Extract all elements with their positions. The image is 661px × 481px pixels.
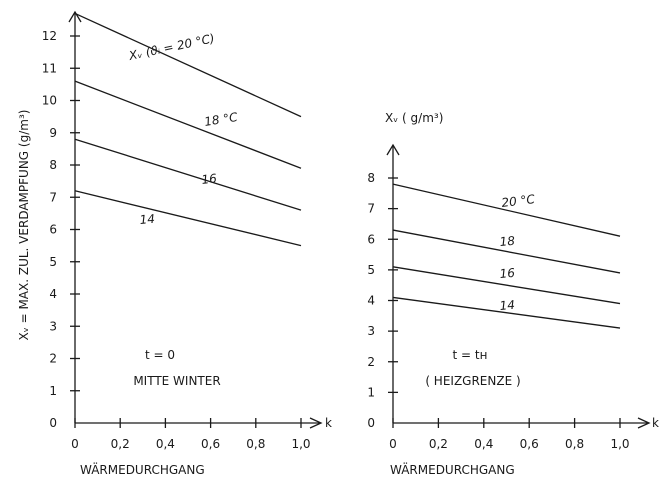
x-axis-symbol-left: k [325,416,332,430]
series-label: 16 [499,266,516,281]
y-tick-label: 1 [49,384,57,398]
series-line [392,229,621,274]
x-tick-label: 0,8 [246,437,265,451]
x-axis-title-left: WÄRMEDURCHGANG [80,462,205,477]
x-tick-label: 0,4 [156,437,175,451]
series-label: 18 °C [203,110,239,129]
y-axis-title-right: Xᵥ ( g/m³) [385,111,443,125]
y-axis-title-left: Xᵥ = MAX. ZUL. VERDAMPFUNG (g/m³) [17,110,31,341]
series-line [392,183,621,237]
y-tick-label: 9 [49,126,57,140]
x-axis-arrow-right [637,417,651,429]
x-tick-label: 1,0 [291,437,310,451]
x-tick-label: 0,2 [429,437,448,451]
y-axis-arrow-right [386,143,400,156]
x-tick-label: 0,6 [520,437,539,451]
x-axis-title-right: WÄRMEDURCHGANG [390,462,515,477]
annotation-t0: t = 0 [145,348,175,362]
x-tick-label: 0,2 [111,437,130,451]
x-tick-label: 0,4 [474,437,493,451]
y-tick-label: 8 [367,171,375,185]
series-label: 14 [499,298,515,313]
y-tick-label: 8 [49,158,57,172]
x-tick-label: 0,6 [201,437,220,451]
series-line [392,266,621,305]
series-label: 18 [499,234,516,249]
series-line [74,80,302,169]
annotation-heizgrenze: ( HEIZGRENZE ) [425,374,520,388]
annotation-mitte-winter: MITTE WINTER [133,374,220,388]
y-tick-label: 6 [367,232,375,246]
y-axis-arrow-left [68,10,82,23]
x-tick-label: 1,0 [610,437,629,451]
y-tick-label: 5 [367,263,375,277]
y-tick-label: 3 [49,319,57,333]
series-label: 14 [139,212,155,227]
y-tick-label: 2 [367,355,375,369]
y-tick-label: 4 [49,287,57,301]
series-line [74,12,302,118]
series-label: 20 °C [501,192,537,210]
series-line [74,190,302,247]
y-tick-label: 1 [367,385,375,399]
x-axis-arrow-left [309,417,323,429]
y-tick-label: 11 [42,61,57,75]
y-tick-label: 5 [49,255,57,269]
y-tick-label: 3 [367,324,375,338]
y-tick-label: 0 [49,416,57,430]
x-tick-label: 0 [71,437,79,451]
y-tick-label: 10 [42,94,57,108]
series-line [74,138,302,211]
series-label: Xᵥ (ϑᵢ = 20 °C) [127,31,216,63]
chart-mitte-winter: k Xᵥ = MAX. ZUL. VERDAMPFUNG (g/m³) WÄRM… [17,10,332,477]
y-tick-label: 2 [49,352,57,366]
x-tick-label: 0,8 [565,437,584,451]
y-tick-label: 7 [367,202,375,216]
y-tick-label: 4 [367,294,375,308]
y-tick-label: 12 [42,29,57,43]
series-label: 16 [201,171,218,187]
y-tick-label: 7 [49,190,57,204]
x-tick-label: 0 [389,437,397,451]
chart-heizgrenze: k Xᵥ ( g/m³) WÄRMEDURCHGANG t = tʜ ( HEI… [367,111,659,477]
series-line [392,296,621,329]
annotation-t-th: t = tʜ [453,348,488,362]
x-axis-symbol-right: k [652,416,659,430]
y-tick-label: 0 [367,416,375,430]
y-tick-label: 6 [49,223,57,237]
